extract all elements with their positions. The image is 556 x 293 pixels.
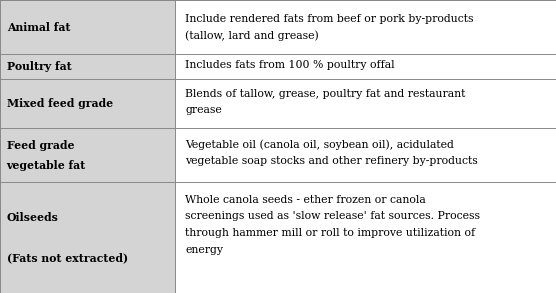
Text: Animal fat: Animal fat — [7, 22, 70, 33]
Text: Includes fats from 100 % poultry offal: Includes fats from 100 % poultry offal — [185, 60, 395, 70]
Bar — [0, 79, 175, 128]
Text: Poultry fat: Poultry fat — [7, 61, 71, 72]
Text: Blends of tallow, grease, poultry fat and restaurant
grease: Blends of tallow, grease, poultry fat an… — [185, 89, 465, 115]
Bar — [0, 0, 175, 54]
Text: Include rendered fats from beef or pork by-products
(tallow, lard and grease): Include rendered fats from beef or pork … — [185, 13, 474, 41]
Bar — [0, 182, 175, 293]
Text: Feed grade
vegetable fat: Feed grade vegetable fat — [7, 140, 86, 171]
Bar — [175, 182, 556, 293]
Bar — [175, 128, 556, 182]
Bar — [0, 128, 175, 182]
Bar — [0, 54, 175, 79]
Bar — [175, 54, 556, 79]
Text: Vegetable oil (canola oil, soybean oil), acidulated
vegetable soap stocks and ot: Vegetable oil (canola oil, soybean oil),… — [185, 139, 478, 166]
Text: Mixed feed grade: Mixed feed grade — [7, 98, 113, 109]
Bar — [175, 0, 556, 54]
Text: Whole canola seeds - ether frozen or canola
screenings used as 'slow release' fa: Whole canola seeds - ether frozen or can… — [185, 195, 480, 255]
Bar — [175, 79, 556, 128]
Text: Oilseeds

(Fats not extracted): Oilseeds (Fats not extracted) — [7, 212, 128, 263]
